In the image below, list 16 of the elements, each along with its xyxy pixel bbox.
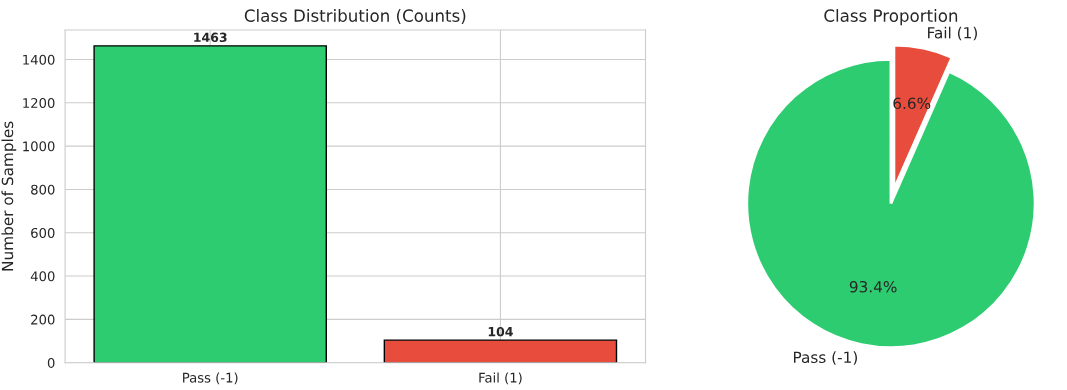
chart-title: Class Distribution (Counts) [244, 9, 466, 24]
data-label: 104 [488, 326, 513, 337]
y-tick-label: 800 [31, 184, 55, 195]
slice-label: Fail (1) [928, 26, 977, 41]
data-label: 93.4% [849, 280, 897, 293]
y-tick-label: 1200 [23, 98, 55, 108]
slice-label: Pass (-1) [793, 351, 857, 365]
y-tick-label: 600 [31, 227, 55, 238]
y-tick-label: 0 [47, 357, 55, 368]
y-tick-label: 400 [30, 271, 55, 282]
chart-title: Class Proportion [824, 9, 958, 26]
y-tick-label: 200 [31, 314, 55, 325]
y-tick-label: 1000 [23, 141, 55, 152]
y-tick-label: 1400 [23, 54, 55, 65]
data-label: 1463 [194, 32, 227, 43]
y-axis-title: Number of Samples [1, 121, 17, 271]
